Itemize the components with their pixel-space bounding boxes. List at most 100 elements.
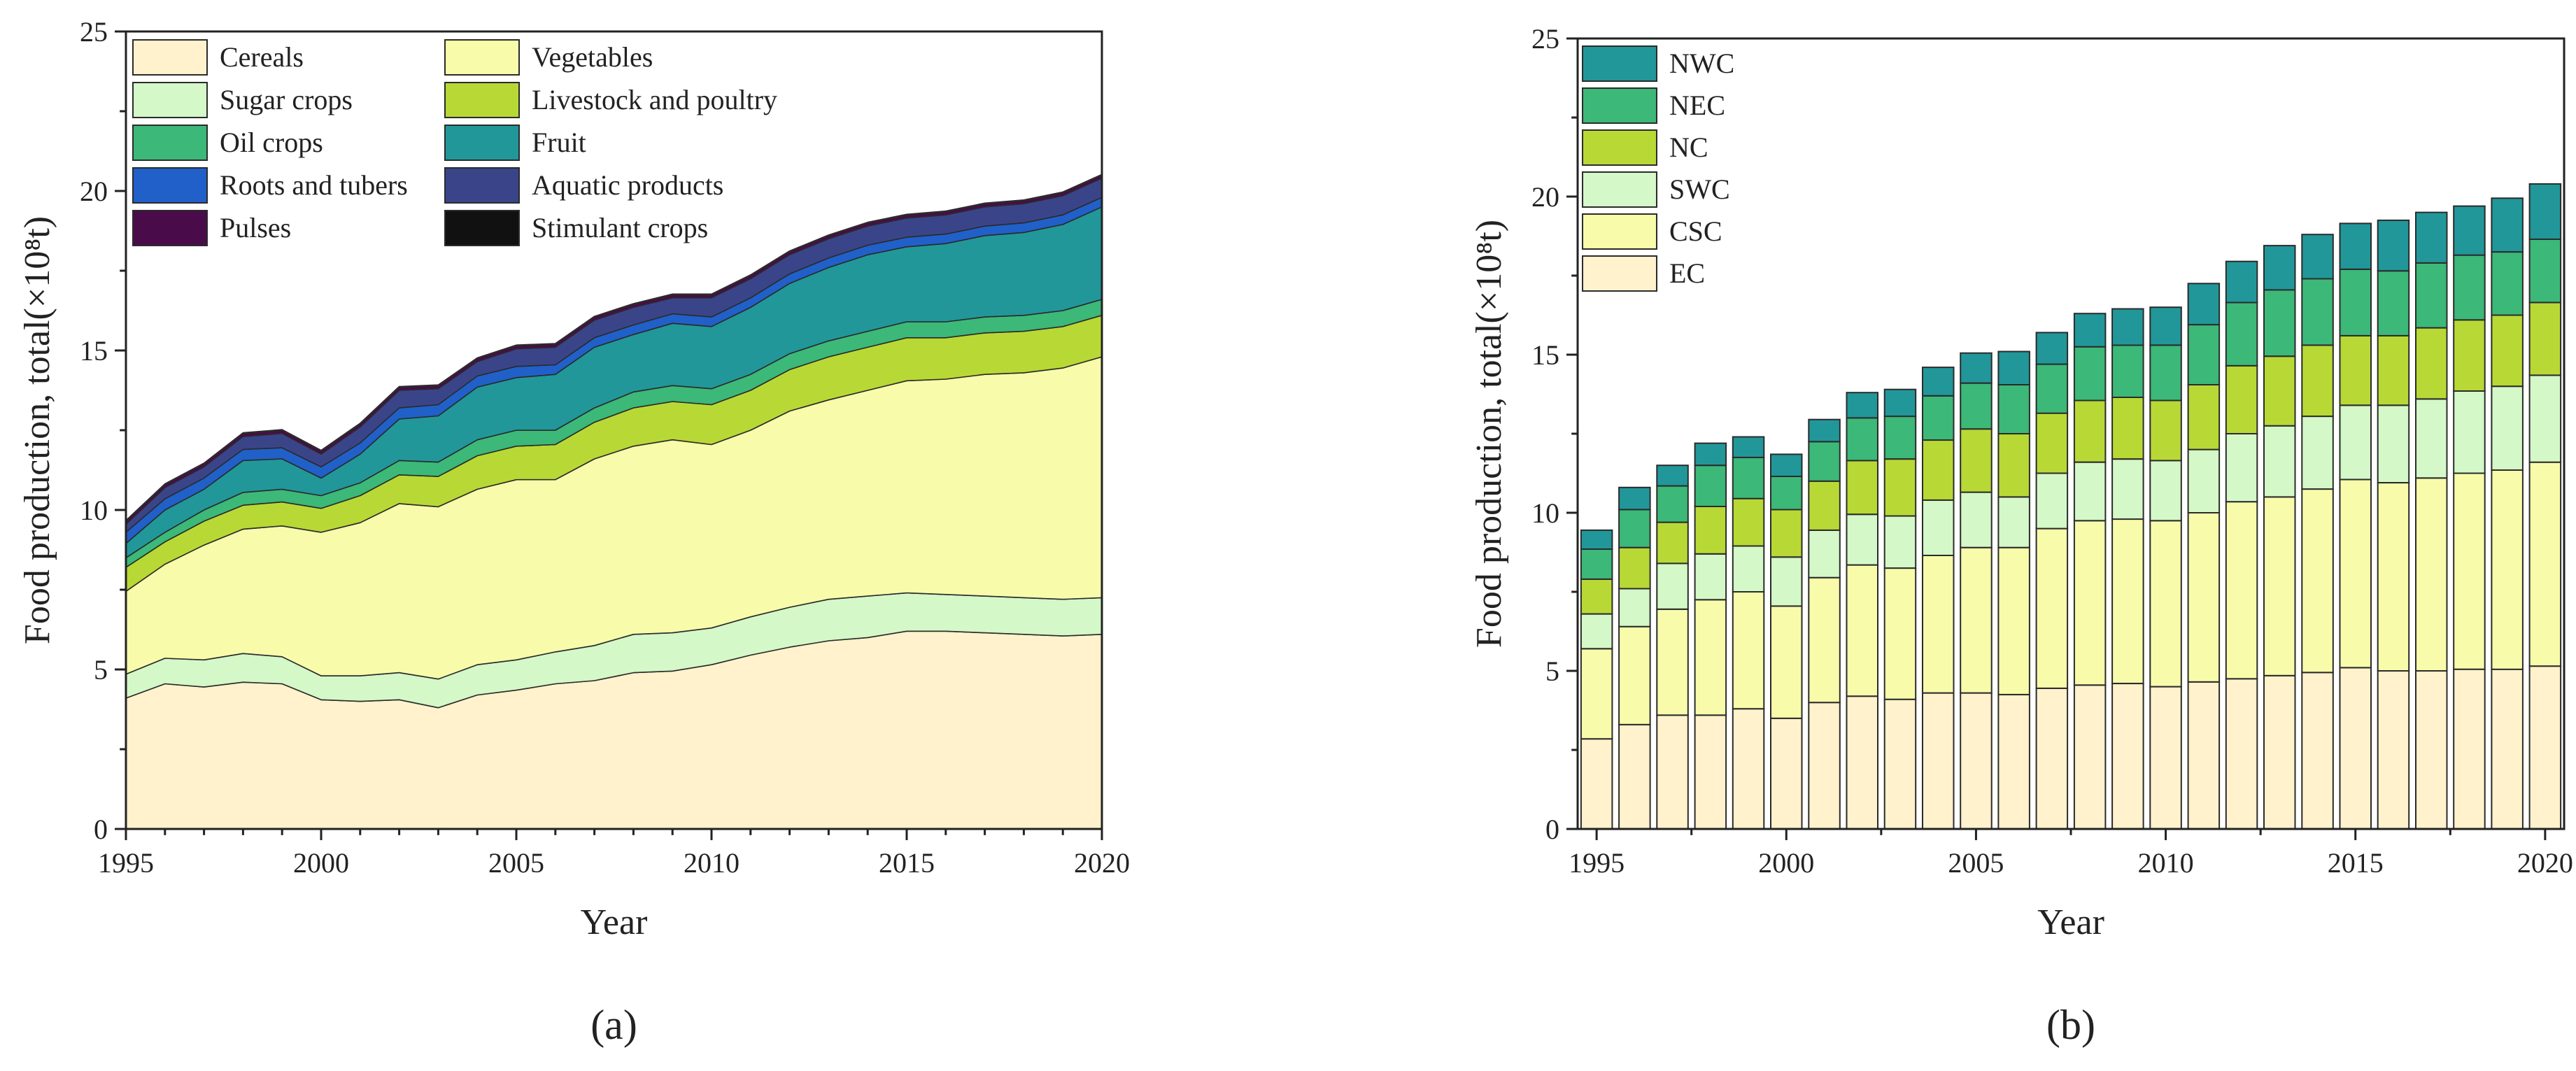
bar-nwc-1996 (1618, 486, 1651, 511)
bar-nc-2011 (2187, 383, 2221, 451)
legend-label: NEC (1669, 90, 1725, 121)
legend-swatch-ec (1582, 255, 1657, 292)
bar-swc-1997 (1656, 562, 1689, 610)
bar-nc-2018 (2453, 319, 2486, 392)
bar-ec-2013 (2263, 674, 2296, 830)
legend-swatch-sugar-crops (132, 82, 208, 118)
legend-swatch-csc (1582, 213, 1657, 250)
bar-csc-2001 (1808, 576, 1841, 704)
bar-ec-1998 (1694, 714, 1727, 830)
legend-swatch-oil-crops (132, 125, 208, 161)
bar-nec-2005 (1960, 382, 1993, 430)
bar-nec-2016 (2377, 270, 2410, 336)
y-tick-label: 0 (1545, 814, 1559, 845)
bar-nc-2012 (2225, 364, 2258, 434)
bar-nwc-2005 (1960, 352, 1993, 384)
bar-nwc-2010 (2149, 306, 2182, 346)
bar-ec-2001 (1808, 702, 1841, 830)
legend-swatch-stimulant-crops (444, 210, 520, 246)
bar-nwc-2020 (2528, 183, 2562, 240)
bar-nc-2009 (2111, 397, 2144, 460)
legend-label: Stimulant crops (532, 212, 708, 243)
bar-ec-2010 (2149, 686, 2182, 830)
bar-nec-2010 (2149, 344, 2182, 402)
legend-label: Vegetables (532, 41, 653, 73)
bar-ec-2004 (1922, 692, 1955, 830)
bar-nc-2006 (1997, 433, 2030, 498)
bar-ec-2003 (1883, 698, 1917, 830)
legend-label: Aquatic products (532, 169, 723, 201)
bar-nwc-2003 (1883, 388, 1917, 418)
bar-nc-1999 (1732, 497, 1765, 547)
y-tick-label: 0 (94, 814, 108, 845)
bar-nec-2017 (2415, 262, 2448, 329)
bar-nwc-2006 (1997, 350, 2030, 385)
bar-swc-2007 (2035, 472, 2069, 530)
bar-swc-2003 (1883, 515, 1917, 569)
bar-swc-2000 (1770, 556, 1803, 607)
bar-nec-1999 (1732, 456, 1765, 499)
bar-swc-2002 (1846, 513, 1878, 566)
bar-ec-2014 (2301, 672, 2334, 830)
y-tick-label: 15 (1531, 339, 1559, 371)
legend-swatch-roots-and-tubers (132, 167, 208, 204)
bar-swc-2018 (2453, 390, 2486, 474)
bar-csc-2004 (1922, 555, 1955, 694)
legend-swatch-swc (1582, 171, 1657, 208)
bar-swc-2004 (1922, 499, 1955, 557)
bar-nec-1997 (1656, 485, 1689, 523)
bar-nwc-2014 (2301, 234, 2334, 280)
bar-swc-2014 (2301, 416, 2334, 490)
bar-nwc-2019 (2491, 197, 2524, 253)
bar-nwc-2018 (2453, 205, 2486, 256)
bar-csc-2014 (2301, 488, 2334, 674)
bar-csc-2015 (2339, 478, 2372, 669)
bar-csc-1996 (1618, 625, 1651, 725)
bar-nc-1998 (1694, 506, 1727, 555)
bar-swc-2009 (2111, 458, 2144, 520)
y-tick-label: 20 (80, 176, 108, 207)
bar-csc-2005 (1960, 546, 1993, 694)
bar-nwc-2017 (2415, 211, 2448, 264)
x-tick-label: 2020 (2517, 847, 2573, 879)
bar-swc-2015 (2339, 404, 2372, 481)
bar-nwc-2012 (2225, 260, 2258, 304)
x-tick-label: 1995 (98, 847, 154, 879)
bar-nwc-2008 (2073, 313, 2107, 348)
bar-swc-2001 (1808, 529, 1841, 579)
legend-swatch-fruit (444, 125, 520, 161)
bar-nwc-2002 (1846, 392, 1878, 419)
bar-csc-2017 (2415, 477, 2448, 672)
bar-ec-1999 (1732, 708, 1765, 830)
bar-nc-2020 (2528, 302, 2562, 376)
bar-ec-1997 (1656, 714, 1689, 830)
legend-swatch-pulses (132, 210, 208, 246)
legend-swatch-aquatic-products (444, 167, 520, 204)
bar-swc-1998 (1694, 553, 1727, 601)
bar-swc-1999 (1732, 545, 1765, 593)
bar-ec-2011 (2187, 681, 2221, 830)
bar-swc-2020 (2528, 374, 2562, 463)
bar-ec-2005 (1960, 692, 1993, 830)
bar-nc-2019 (2491, 314, 2524, 388)
bar-nwc-1997 (1656, 464, 1689, 487)
bar-csc-2020 (2528, 461, 2562, 667)
bar-nwc-2000 (1770, 453, 1803, 478)
bar-csc-2008 (2073, 520, 2107, 686)
bar-swc-2006 (1997, 496, 2030, 548)
x-tick-label: 2000 (293, 847, 349, 879)
x-tick-label: 2010 (2138, 847, 2194, 879)
y-tick-label: 10 (1531, 497, 1559, 529)
x-tick-label: 2015 (2328, 847, 2384, 879)
bar-nec-2007 (2035, 363, 2069, 414)
bar-nc-2000 (1770, 509, 1803, 558)
legend-swatch-vegetables (444, 39, 520, 76)
bar-nwc-2007 (2035, 332, 2069, 365)
y-tick-label: 25 (80, 16, 108, 48)
bar-nec-2004 (1922, 395, 1955, 441)
legend-label: Oil crops (220, 127, 323, 158)
x-tick-label: 1995 (1569, 847, 1625, 879)
bar-csc-2002 (1846, 564, 1878, 697)
bar-nec-2003 (1883, 416, 1917, 460)
